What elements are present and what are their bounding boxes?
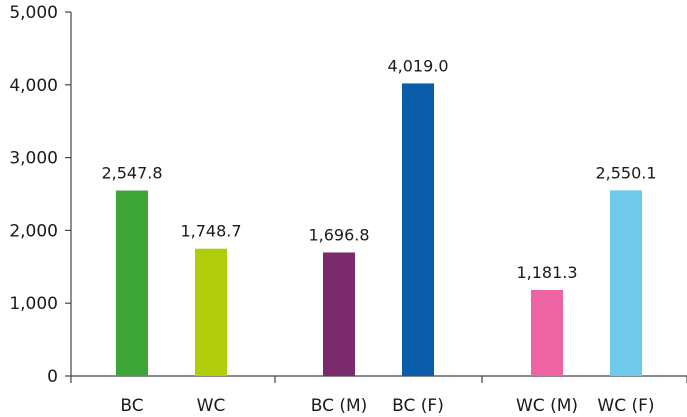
axes bbox=[70, 12, 687, 383]
category-label: WC (F) bbox=[597, 396, 654, 416]
data-label: 1,748.7 bbox=[180, 222, 241, 241]
category-label: BC bbox=[120, 396, 143, 416]
category-labels: BC WC BC (M) BC (F) WC (M) WC (F) bbox=[120, 396, 654, 416]
y-axis-ticks: 0 1,000 2,000 3,000 4,000 5,000 bbox=[9, 3, 71, 387]
bar-wc-f bbox=[610, 190, 642, 376]
y-tick-label: 4,000 bbox=[9, 76, 58, 96]
y-tick-label: 1,000 bbox=[9, 294, 58, 314]
data-label: 2,550.1 bbox=[595, 163, 656, 182]
data-label: 1,181.3 bbox=[516, 263, 577, 282]
category-label: BC (M) bbox=[311, 396, 368, 416]
category-label: WC (M) bbox=[516, 396, 578, 416]
y-tick-label: 3,000 bbox=[9, 149, 58, 169]
data-label: 1,696.8 bbox=[308, 225, 369, 244]
y-tick-label: 2,000 bbox=[9, 221, 58, 241]
data-label: 2,547.8 bbox=[101, 164, 162, 183]
data-labels: 2,547.8 1,748.7 1,696.8 4,019.0 1,181.3 2,550… bbox=[101, 56, 656, 282]
bars bbox=[116, 83, 642, 376]
bar-bc-m bbox=[323, 252, 355, 376]
category-label: BC (F) bbox=[392, 396, 444, 416]
data-label: 4,019.0 bbox=[387, 56, 448, 75]
y-tick-label: 5,000 bbox=[9, 3, 58, 23]
category-label: WC bbox=[197, 396, 226, 416]
y-tick-label: 0 bbox=[47, 367, 58, 387]
bar-bc bbox=[116, 190, 148, 376]
bar-wc-m bbox=[531, 290, 563, 376]
bar-wc bbox=[195, 248, 227, 376]
bar-bc-f bbox=[402, 83, 434, 376]
